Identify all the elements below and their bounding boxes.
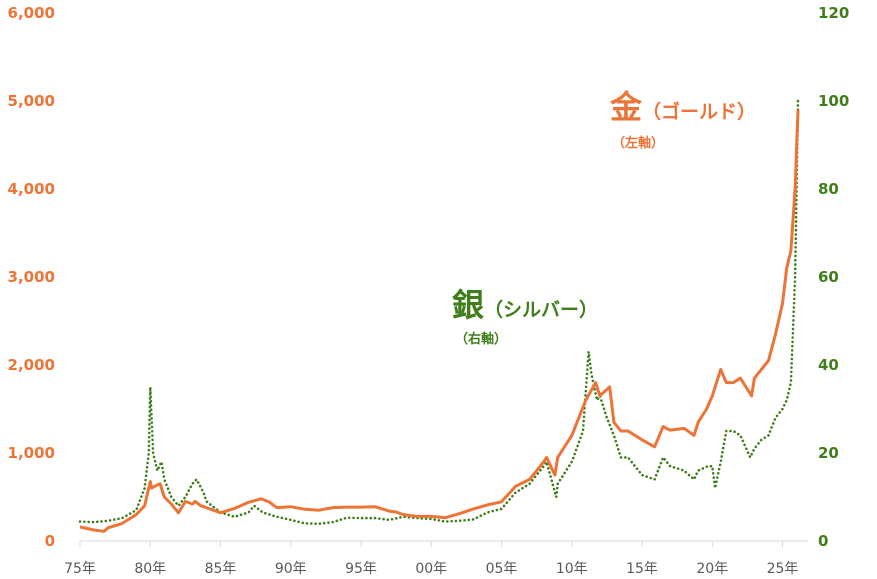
gold-annotation: 金（ゴールド） [610,82,756,128]
left-y-tick-label: 2,000 [7,356,55,374]
gold-series-line [79,109,800,533]
left-y-tick-label: 0 [44,532,55,550]
left-y-tick-label: 5,000 [7,92,55,110]
silver-series-line [78,99,800,526]
gold-kanji: 金 [610,88,643,126]
silver-kanji: 銀 [452,286,485,324]
x-tick-label: 05年 [485,561,518,577]
x-tick-label: 95年 [345,561,377,577]
right-y-tick-label: 120 [818,4,850,22]
silver-axis-note: （右軸） [455,332,508,347]
x-tick-label: 20年 [696,561,729,577]
x-tick-label: 25年 [766,561,799,577]
left-y-tick-label: 1,000 [7,444,55,462]
left-y-tick-label: 4,000 [7,180,55,198]
x-tick-label: 90年 [274,561,307,577]
x-tick-label: 85年 [204,561,237,577]
right-y-tick-label: 20 [818,444,839,462]
left-y-tick-label: 3,000 [7,268,55,286]
x-tick-label: 15年 [626,561,658,577]
left-y-tick-label: 6,000 [7,4,55,22]
right-y-tick-label: 100 [818,92,850,110]
right-y-tick-label: 80 [818,180,839,198]
x-tick-label: 00年 [415,561,448,577]
silver-annotation: 銀（シルバー） [452,280,598,326]
right-y-tick-label: 60 [818,268,839,286]
right-y-tick-label: 40 [818,356,839,374]
x-axis-ticks [79,541,783,547]
x-tick-label: 10年 [555,561,588,577]
gold-katakana: （ゴールド） [642,101,757,123]
gold-axis-note: （左軸） [612,136,665,151]
x-tick-label: 75年 [64,561,96,577]
silver-katakana: （シルバー） [484,299,599,321]
right-y-tick-label: 0 [818,532,829,550]
x-tick-label: 80年 [134,561,167,577]
